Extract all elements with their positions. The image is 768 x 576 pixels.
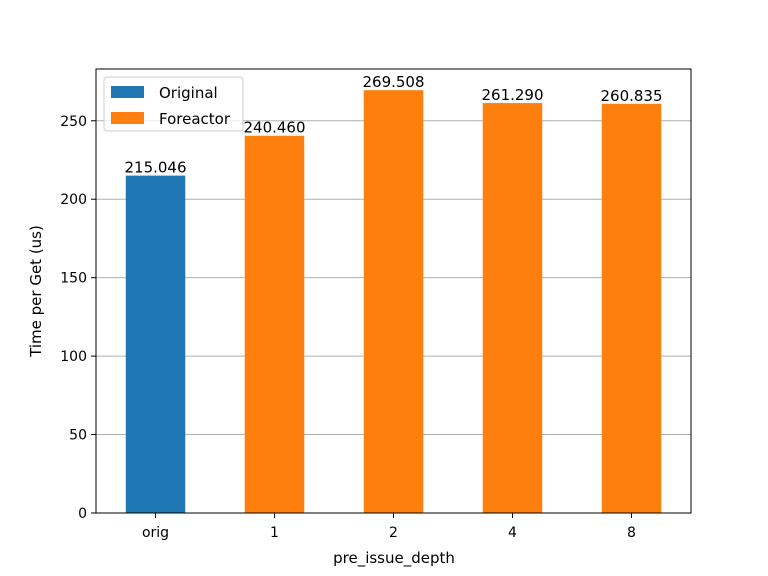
bar-1 (244, 135, 305, 513)
y-tick-label-2: 100 (60, 349, 87, 365)
x-axis-label: pre_issue_depth (333, 549, 455, 568)
y-tick-label-3: 150 (60, 271, 87, 287)
y-tick-label-4: 200 (60, 192, 87, 208)
legend-label-original: Original (159, 84, 218, 102)
x-tick-label-8: 8 (627, 525, 636, 541)
legend: Original Foreactor (103, 76, 244, 132)
y-axis-label: Time per Get (us) (27, 225, 45, 358)
bar-8 (601, 103, 662, 513)
bar-value-label-4: 261.290 (481, 86, 543, 104)
y-tick-label-1: 50 (69, 428, 87, 444)
x-tick-label-1: 1 (270, 525, 279, 541)
bar-4 (482, 103, 543, 514)
bar-value-label-1: 240.460 (243, 119, 305, 137)
legend-swatch-original (111, 86, 144, 98)
bar-value-label-orig: 215.046 (124, 159, 186, 177)
bar-value-label-8: 260.835 (600, 87, 662, 105)
bar-orig (125, 175, 186, 513)
axes: 0 50 100 150 200 250 orig 1 2 4 8 (60, 68, 692, 541)
bars (125, 90, 662, 514)
legend-label-foreactor: Foreactor (159, 110, 231, 128)
bar-value-labels: 215.046 240.460 269.508 261.290 260.835 (124, 73, 662, 176)
x-tick-label-2: 2 (389, 525, 398, 541)
y-tick-label-0: 0 (78, 506, 87, 522)
bar-value-label-2: 269.508 (362, 73, 424, 91)
x-tick-label-orig: orig (142, 525, 169, 541)
bar-2 (363, 90, 424, 513)
x-tick-label-4: 4 (508, 525, 517, 541)
y-tick-label-5: 250 (60, 114, 87, 130)
legend-swatch-foreactor (111, 112, 144, 124)
